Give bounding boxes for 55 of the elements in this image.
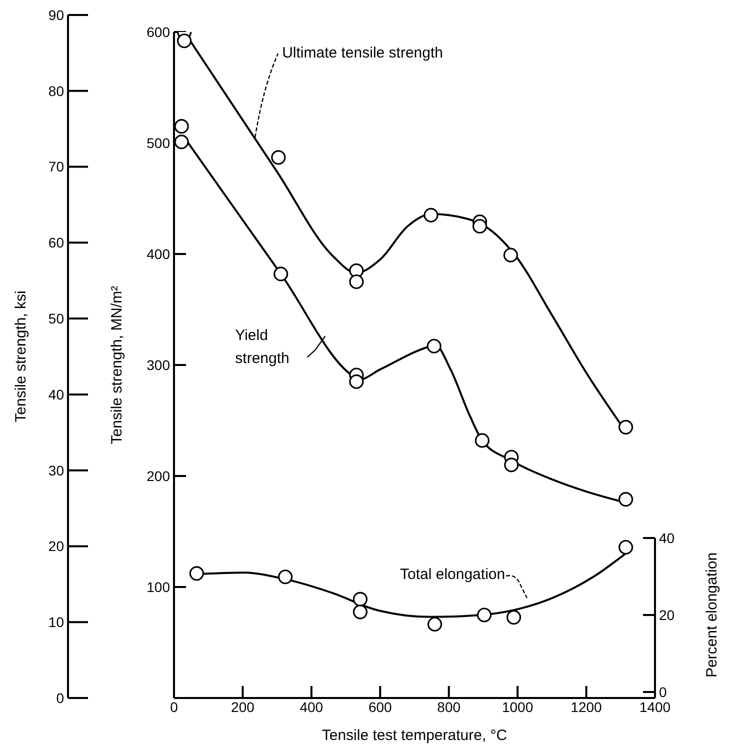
point bbox=[177, 34, 192, 48]
annotation: Total elongation bbox=[400, 566, 506, 583]
point bbox=[618, 540, 634, 555]
x-tick-label: 600 bbox=[368, 698, 392, 715]
point bbox=[476, 608, 492, 622]
point bbox=[352, 592, 368, 607]
x-tick-label: 1000 bbox=[502, 698, 534, 715]
x-tick-label: 1400 bbox=[639, 698, 671, 715]
y2-tick-label: 20 bbox=[48, 538, 64, 554]
point bbox=[472, 218, 488, 234]
annotation: Ultimate tensile strength bbox=[282, 44, 443, 62]
point bbox=[349, 374, 364, 389]
point bbox=[278, 570, 293, 584]
x-tick-label: 800 bbox=[437, 698, 461, 715]
point bbox=[424, 208, 438, 222]
y2-tick-label: 10 bbox=[48, 614, 64, 630]
point bbox=[174, 119, 189, 134]
x-tick-label: 1200 bbox=[570, 698, 602, 715]
y2-tick-label: 80 bbox=[48, 82, 64, 99]
x-axis-title: Tensile test temperature, °C bbox=[322, 727, 508, 744]
y2-tick-label: 50 bbox=[48, 310, 64, 327]
y-axis-title: Tensile strength, MN/m² bbox=[108, 286, 126, 444]
y2-tick-label: 60 bbox=[48, 234, 64, 251]
x-tick-label: 400 bbox=[300, 698, 324, 715]
y-tick-label: 600 bbox=[146, 24, 170, 40]
point bbox=[506, 610, 522, 625]
point bbox=[271, 150, 286, 165]
annotation: Yield strength bbox=[235, 327, 290, 368]
point bbox=[618, 492, 634, 507]
y-tick-label: 100 bbox=[146, 578, 170, 595]
y-tick-label: 0 bbox=[659, 684, 667, 700]
point bbox=[174, 134, 189, 150]
y2-tick-label: 30 bbox=[48, 462, 64, 478]
point bbox=[427, 616, 442, 632]
y-tick-label: 300 bbox=[146, 356, 170, 373]
point bbox=[504, 458, 519, 472]
point bbox=[503, 248, 518, 262]
y-tick-label: 500 bbox=[146, 134, 170, 151]
y-tick-label: 20 bbox=[659, 606, 675, 623]
point bbox=[352, 604, 368, 620]
point bbox=[474, 433, 490, 448]
y-tick-label: 40 bbox=[659, 530, 675, 546]
y2-tick-label: 40 bbox=[48, 386, 64, 402]
point bbox=[274, 266, 288, 282]
y2-axis-title: Tensile strength, ksi bbox=[12, 290, 30, 422]
y2-tick-label: 70 bbox=[48, 158, 64, 175]
y2-tick-label: 90 bbox=[48, 6, 64, 23]
x-tick-label: 200 bbox=[231, 698, 255, 715]
point bbox=[189, 566, 204, 581]
y-axis-title: Percent elongation bbox=[703, 552, 720, 678]
point bbox=[618, 420, 634, 434]
point bbox=[426, 338, 442, 354]
point bbox=[349, 274, 364, 290]
y-tick-label: 400 bbox=[146, 246, 170, 262]
y-tick-label: 200 bbox=[146, 468, 170, 484]
